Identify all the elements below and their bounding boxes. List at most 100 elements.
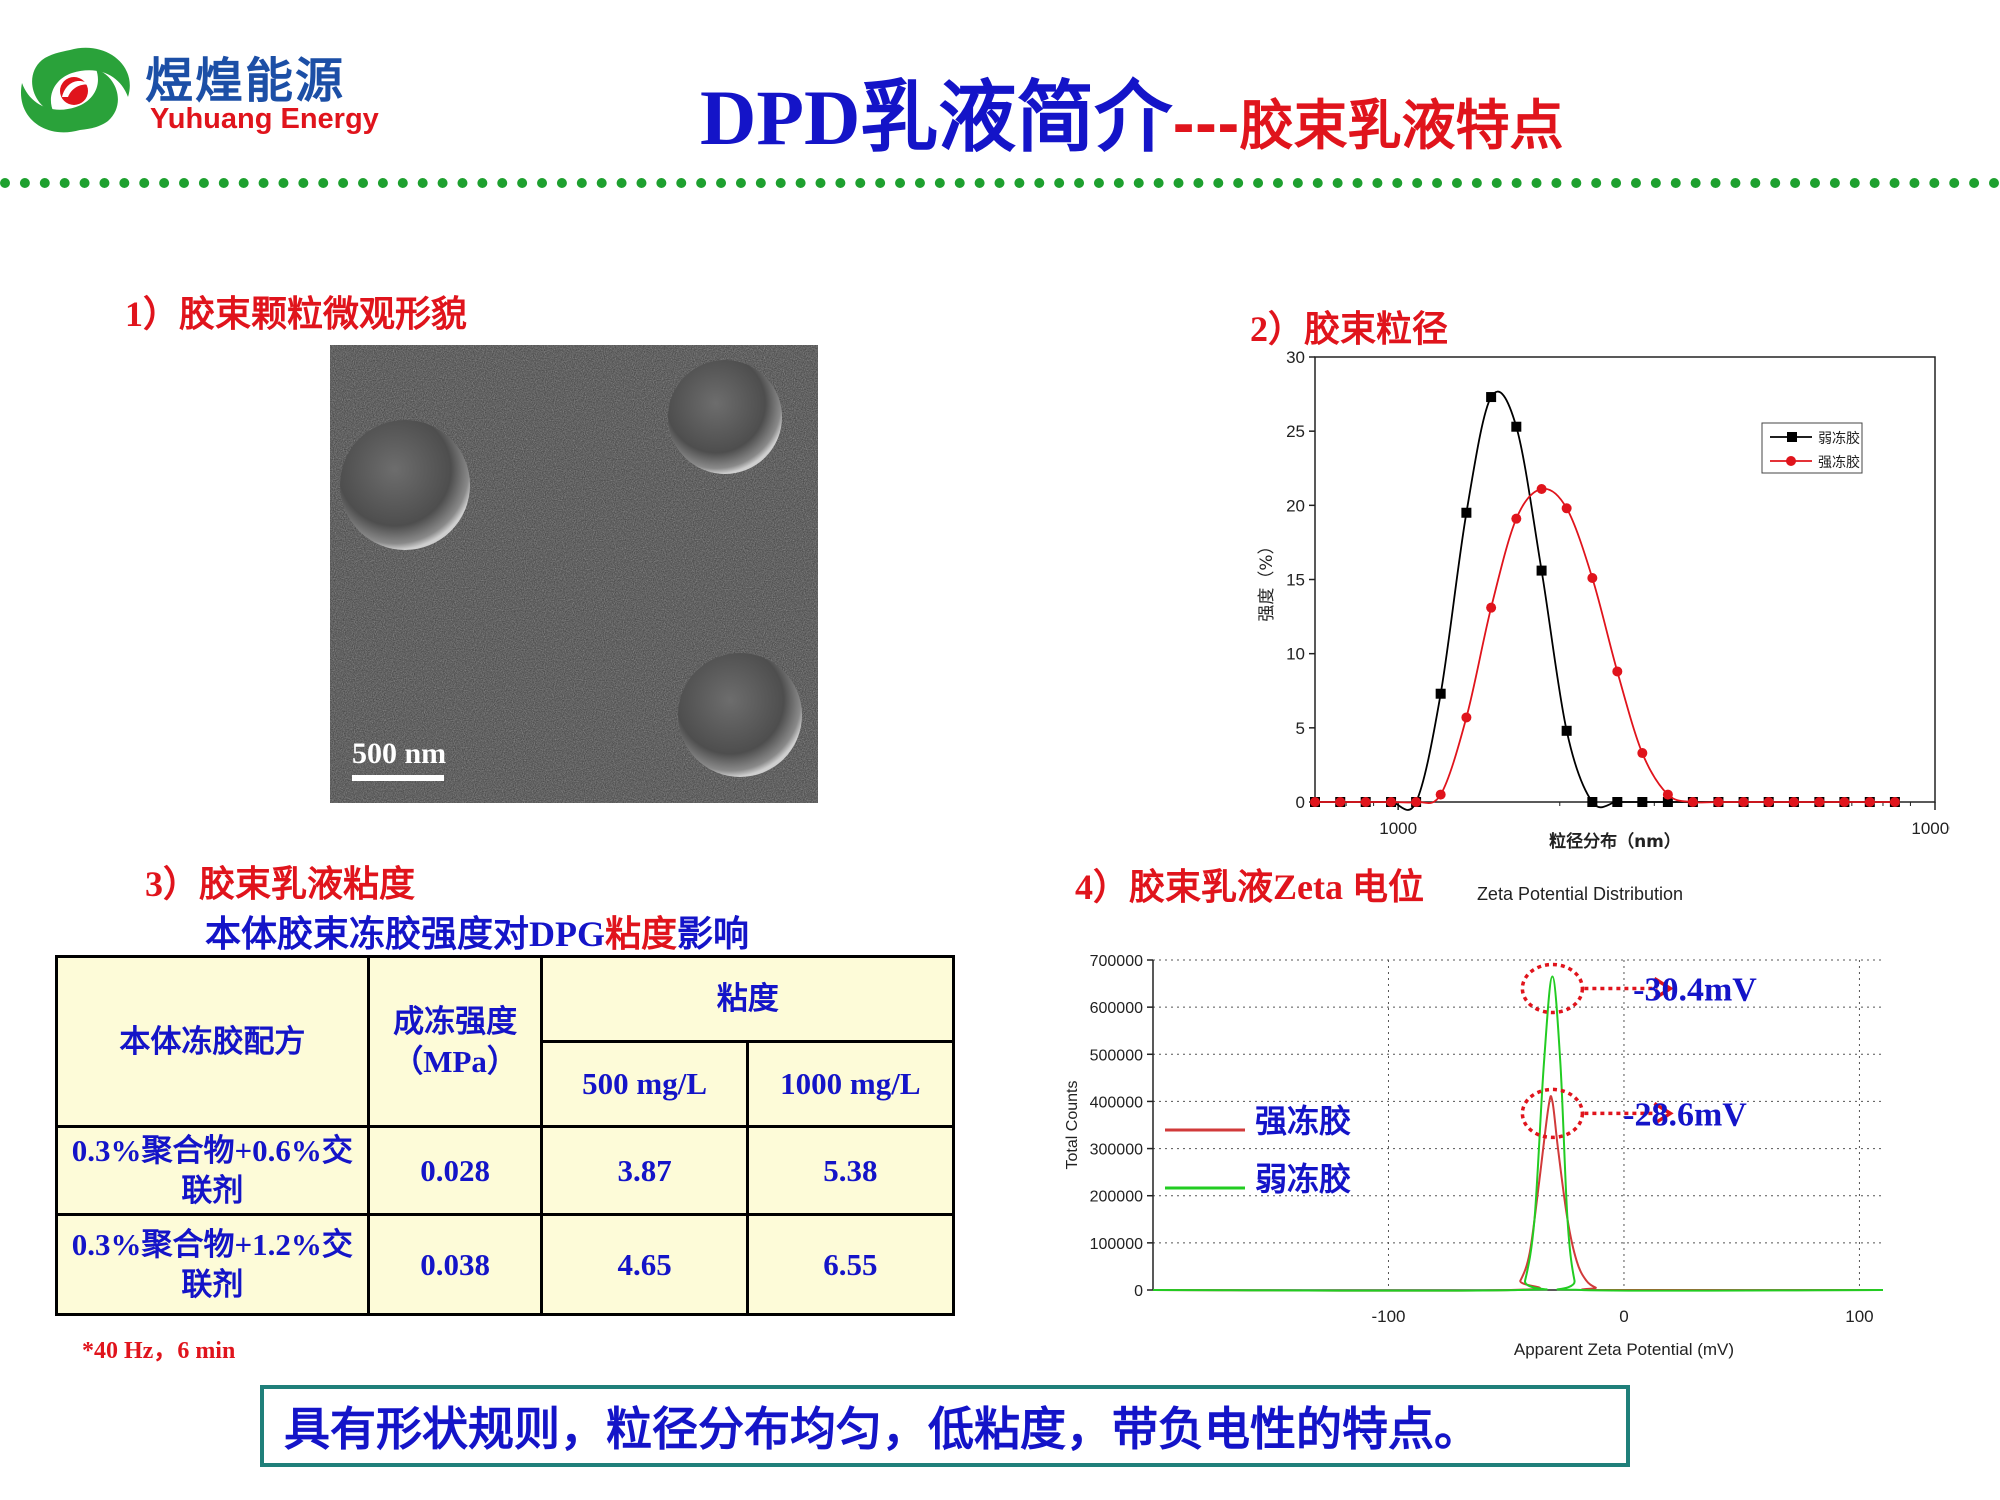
y-tick-label: 15 (1286, 571, 1305, 590)
data-point (1561, 503, 1572, 514)
y-tick-label: 0 (1134, 1283, 1143, 1300)
page-title: DPD乳液简介---胶束乳液特点 (700, 55, 1564, 167)
header-viscosity: 粘度 (540, 955, 955, 1043)
y-tick-label: 500000 (1090, 1047, 1143, 1064)
y-tick-label: 25 (1286, 422, 1305, 441)
table-caption-part3: 影响 (677, 914, 750, 954)
data-point (1435, 789, 1446, 800)
logo-chinese-name: 煜煌能源 (145, 53, 346, 109)
y-tick-label: 700000 (1090, 953, 1143, 970)
data-point (1511, 513, 1522, 524)
annotation-arrow-head (1653, 977, 1674, 1000)
header-divider (0, 178, 2000, 188)
x-axis-label: 粒径分布（nm） (1549, 831, 1681, 852)
page-title-sub: ---胶束乳液特点 (1172, 94, 1564, 157)
data-point (1713, 797, 1724, 807)
table-header-row: 本体冻胶配方 成冻强度（MPa） 粘度 (55, 955, 955, 1128)
annotation-value: -28.6mV (1623, 1096, 1747, 1133)
legend-marker (1787, 432, 1797, 442)
section-heading-morphology: 1）胶束颗粒微观形貌 (125, 294, 468, 334)
y-tick-label: 20 (1286, 496, 1305, 515)
scale-bar-label: 500 nm (352, 737, 446, 770)
series-line (1314, 487, 1895, 805)
data-point (1587, 573, 1598, 584)
data-point (1536, 565, 1547, 576)
data-point (1738, 797, 1749, 807)
data-point (1360, 797, 1371, 807)
viscosity-table: 本体冻胶配方 成冻强度（MPa） 粘度 500 mg/L 1000 mg/L 0… (55, 955, 956, 1316)
data-point (1536, 484, 1547, 495)
table-footnote: *40 Hz，6 min (82, 1338, 236, 1364)
series-line (1314, 390, 1895, 811)
legend-label: 弱冻胶 (1255, 1160, 1351, 1198)
annotation-arrow-head (1653, 1101, 1674, 1125)
y-tick-label: 200000 (1090, 1189, 1143, 1206)
plot-frame (1314, 356, 1936, 803)
data-point (1486, 392, 1497, 403)
x-tick-label: 10000 (1911, 819, 1950, 838)
data-point (1511, 421, 1522, 432)
data-point (1612, 666, 1623, 677)
sem-micrograph: 500 nm (330, 345, 818, 803)
y-axis-label: Total Counts (1064, 1081, 1081, 1170)
y-tick-label: 600000 (1090, 1000, 1143, 1017)
legend-label: 强冻胶 (1255, 1102, 1351, 1140)
legend-box (1761, 422, 1863, 474)
header-formula: 本体冻胶配方 (55, 955, 370, 1128)
y-tick-label: 300000 (1090, 1142, 1143, 1159)
cell-formula: 0.3%聚合物+0.6%交联剂 (55, 1125, 370, 1216)
cell-strength: 0.038 (366, 1213, 544, 1316)
series-line (1152, 975, 1884, 1292)
data-point (1864, 797, 1875, 807)
x-tick-label: 100 (1845, 1307, 1873, 1326)
data-point (1561, 725, 1572, 736)
header-500: 500 mg/L (540, 1040, 749, 1128)
x-tick-label: 0 (1619, 1307, 1628, 1326)
data-point (1889, 797, 1900, 807)
data-point (1687, 797, 1698, 807)
y-tick-label: 5 (1296, 719, 1305, 738)
logo-english-name: Yuhuang Energy (150, 103, 379, 135)
zeta-potential-chart: Zeta Potential Distribution 0 100000 200000… (1064, 884, 1884, 1359)
data-point (1788, 797, 1799, 807)
logo-swirl-icon (20, 47, 130, 133)
table-caption-part1: 本体胶束冻胶强度对DPG (205, 914, 605, 954)
annotation-ellipse (1520, 1087, 1585, 1140)
micelle-particle (668, 360, 782, 474)
table-row: 0.3%聚合物+1.2%交联剂 0.038 4.65 6.55 (55, 1213, 956, 1316)
page-title-main: DPD乳液简介 (700, 74, 1173, 161)
header-1000: 1000 mg/L (745, 1040, 956, 1128)
data-point (1662, 797, 1673, 807)
data-point (1435, 688, 1446, 699)
x-tick-label: 1000 (1379, 819, 1417, 838)
conclusion-box: 具有形状规则，粒径分布均匀，低粘度，带负电性的特点。 (260, 1385, 1630, 1467)
cell-formula: 0.3%聚合物+1.2%交联剂 (55, 1213, 370, 1316)
data-point (1814, 797, 1825, 807)
y-tick-label: 0 (1296, 793, 1305, 812)
data-point (1310, 797, 1320, 807)
y-axis-label: 强度（%） (1257, 537, 1277, 621)
header-strength: 成冻强度（MPa） (366, 955, 544, 1128)
cell-v500: 3.87 (540, 1125, 749, 1216)
section-heading-zeta: 4）胶束乳液Zeta 电位 (1075, 867, 1424, 907)
legend-label: 弱冻胶 (1818, 430, 1860, 447)
annotation-ellipse (1520, 962, 1585, 1015)
data-point (1461, 712, 1472, 723)
data-point (1411, 797, 1422, 807)
annotation-value: -30.4mV (1633, 972, 1757, 1009)
y-tick-label: 100000 (1090, 1236, 1143, 1253)
table-caption: 本体胶束冻胶强度对DPG粘度影响 (205, 905, 749, 957)
cell-strength: 0.028 (366, 1125, 544, 1216)
micelle-particle (678, 653, 802, 777)
legend-label: 强冻胶 (1818, 454, 1860, 471)
table-row: 0.3%聚合物+0.6%交联剂 0.028 3.87 5.38 (55, 1125, 956, 1216)
data-point (1587, 797, 1598, 807)
data-point (1335, 797, 1346, 807)
y-tick-label: 10 (1286, 645, 1305, 664)
data-point (1461, 507, 1472, 518)
data-point (1763, 797, 1774, 807)
data-point (1637, 797, 1648, 807)
data-point (1612, 797, 1623, 807)
y-tick-label: 400000 (1090, 1094, 1143, 1111)
